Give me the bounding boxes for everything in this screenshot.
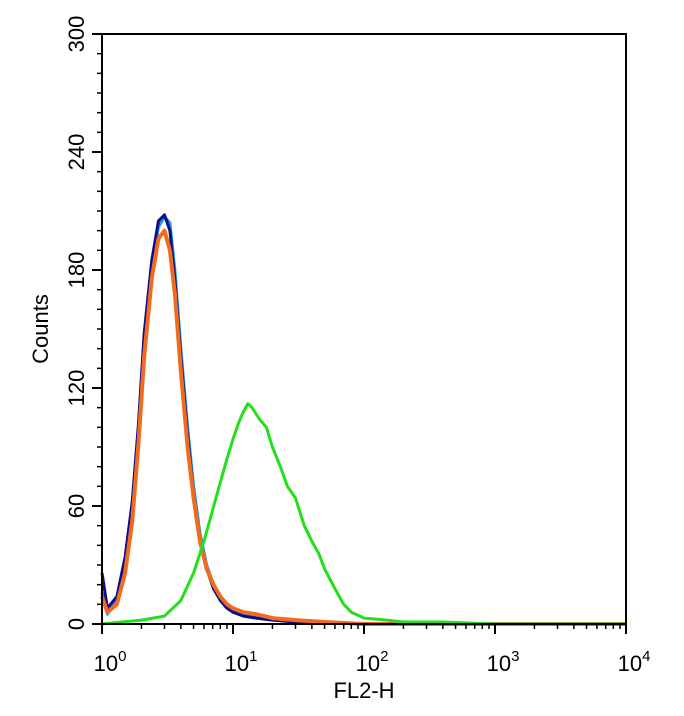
- y-tick-label: 60: [64, 494, 89, 518]
- series-layer: [100, 213, 626, 626]
- y-tick-label: 300: [64, 16, 89, 53]
- x-tick-label: 100: [94, 648, 127, 676]
- series-line-4: [101, 402, 626, 626]
- x-axis-title: FL2-H: [333, 678, 394, 703]
- y-tick-label: 120: [64, 370, 89, 407]
- series-line-3: [100, 228, 626, 626]
- x-tick-label: 101: [225, 648, 258, 676]
- series-line-2: [100, 213, 626, 626]
- y-tick-label: 180: [64, 252, 89, 289]
- y-tick-label: 240: [64, 134, 89, 171]
- series-line-1: [100, 215, 626, 626]
- y-tick-label: 0: [64, 618, 89, 630]
- x-tick-label: 103: [487, 648, 520, 676]
- y-axis-title: Counts: [28, 294, 53, 364]
- x-tick-label: 102: [356, 648, 389, 676]
- tick-layer: 0 60 120 180 240 300 100 101 102 103 104: [64, 16, 650, 676]
- x-tick-label: 104: [618, 648, 651, 676]
